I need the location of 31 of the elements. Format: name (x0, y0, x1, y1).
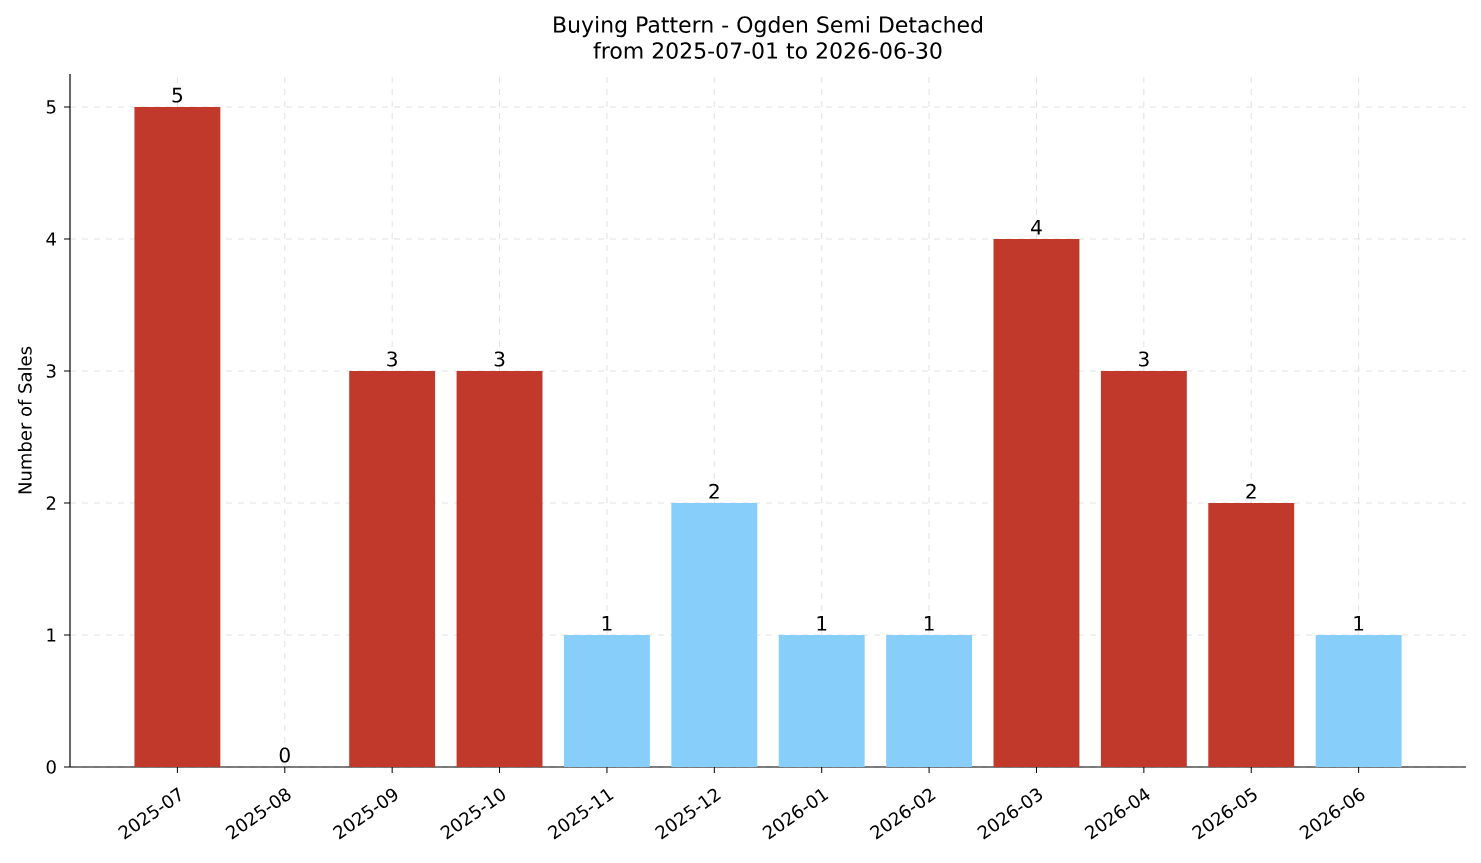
y-tick-label: 4 (46, 232, 56, 246)
data-label: 5 (172, 87, 183, 103)
bar (563, 634, 650, 767)
data-label: 1 (924, 616, 934, 631)
bar (1100, 370, 1187, 767)
chart-title: Buying Pattern - Ogden Semi Detached from 2025-07-01 to 2026-06-30 (554, 15, 983, 59)
bar (349, 370, 436, 767)
data-label: 3 (1139, 351, 1149, 367)
data-label: 0 (279, 747, 290, 763)
bar (886, 634, 973, 767)
data-label: 1 (1354, 616, 1364, 631)
bar (1315, 634, 1402, 767)
y-tick-label: 5 (46, 100, 56, 114)
y-tick-label: 3 (46, 364, 56, 378)
data-label: 2 (1246, 483, 1256, 499)
bar (993, 238, 1080, 767)
bar (456, 370, 543, 767)
bar (134, 106, 221, 767)
y-tick-label: 1 (47, 628, 56, 642)
bar (1208, 502, 1295, 767)
bar (671, 502, 758, 767)
data-label: 4 (1031, 220, 1042, 235)
y-tick-label: 2 (46, 496, 56, 510)
data-label: 2 (709, 483, 719, 499)
bar (778, 634, 865, 767)
y-axis-title: Number of Sales (17, 346, 32, 494)
data-label: 1 (817, 616, 827, 631)
data-label: 1 (602, 616, 612, 631)
data-label: 3 (494, 351, 505, 367)
data-label: 3 (387, 351, 397, 367)
y-tick-label: 0 (46, 760, 56, 774)
